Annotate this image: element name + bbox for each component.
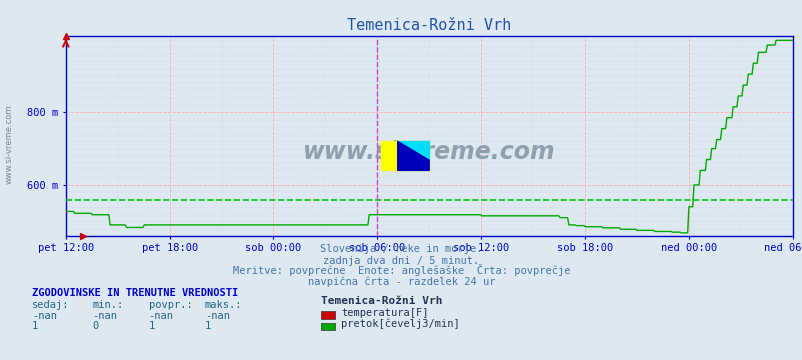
Text: ZGODOVINSKE IN TRENUTNE VREDNOSTI: ZGODOVINSKE IN TRENUTNE VREDNOSTI (32, 288, 238, 298)
Text: maks.:: maks.: (205, 300, 242, 310)
Polygon shape (397, 141, 428, 170)
Text: pretok[čevelj3/min]: pretok[čevelj3/min] (341, 319, 460, 329)
Text: -nan: -nan (148, 311, 173, 321)
Bar (380, 141, 428, 170)
Text: temperatura[F]: temperatura[F] (341, 308, 428, 318)
Text: navpična črta - razdelek 24 ur: navpična črta - razdelek 24 ur (307, 276, 495, 287)
Title: Temenica-Rožni Vrh: Temenica-Rožni Vrh (346, 18, 511, 33)
Text: www.si-vreme.com: www.si-vreme.com (5, 104, 14, 184)
Text: Meritve: povprečne  Enote: anglešaške  Črta: povprečje: Meritve: povprečne Enote: anglešaške Črt… (233, 264, 569, 276)
Text: povpr.:: povpr.: (148, 300, 192, 310)
Text: 0: 0 (92, 321, 99, 332)
Text: 1: 1 (205, 321, 211, 332)
Text: -nan: -nan (92, 311, 117, 321)
Text: min.:: min.: (92, 300, 124, 310)
Text: 1: 1 (32, 321, 38, 332)
Text: 1: 1 (148, 321, 155, 332)
Text: -nan: -nan (205, 311, 229, 321)
Text: zadnja dva dni / 5 minut.: zadnja dva dni / 5 minut. (323, 256, 479, 266)
Text: -nan: -nan (32, 311, 57, 321)
Polygon shape (397, 141, 428, 160)
Text: Temenica-Rožni Vrh: Temenica-Rožni Vrh (321, 296, 442, 306)
Text: sedaj:: sedaj: (32, 300, 70, 310)
Text: Slovenija / reke in morje.: Slovenija / reke in morje. (320, 244, 482, 254)
Text: www.si-vreme.com: www.si-vreme.com (302, 140, 555, 164)
